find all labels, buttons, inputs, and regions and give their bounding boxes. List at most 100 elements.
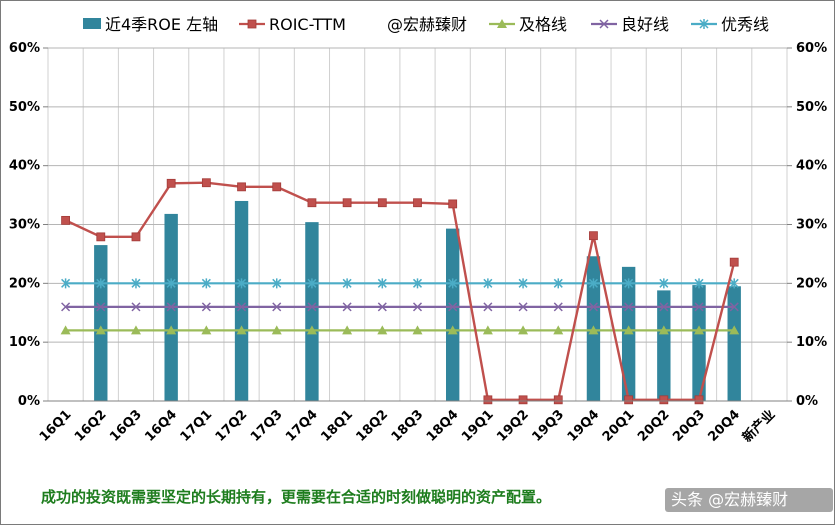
- data-point: [236, 325, 247, 335]
- x-tick-label: 19Q1: [459, 407, 497, 445]
- y-tick-label-left: 50%: [9, 100, 40, 115]
- data-point: [130, 325, 141, 335]
- data-point: [166, 178, 176, 188]
- data-point: [447, 325, 458, 335]
- legend-swatch: [83, 18, 101, 29]
- data-point: [131, 278, 141, 289]
- data-point: [588, 278, 598, 289]
- data-point: [307, 198, 317, 208]
- data-point: [272, 302, 282, 312]
- x-tick-label: 18Q3: [389, 407, 427, 445]
- y-tick-label-right: 60%: [796, 41, 827, 56]
- data-point: [482, 325, 493, 335]
- data-point: [659, 278, 669, 289]
- data-point: [377, 325, 388, 335]
- x-tick-label: 20Q3: [670, 407, 708, 445]
- data-point: [412, 302, 423, 312]
- data-point: [448, 199, 458, 209]
- data-point: [342, 198, 352, 208]
- data-point: [377, 278, 387, 289]
- data-point: [247, 19, 257, 29]
- x-tick-label: 18Q4: [424, 407, 462, 445]
- data-point: [497, 19, 507, 28]
- data-point: [483, 278, 493, 289]
- data-point: [131, 232, 141, 242]
- data-point: [448, 302, 458, 312]
- data-point: [96, 302, 106, 312]
- legend: 近4季ROE 左轴 ROIC-TTM @宏赫臻财 及格线 良好线 优秀线: [83, 15, 769, 34]
- x-tick-label: 16Q3: [107, 407, 145, 445]
- data-point: [201, 325, 212, 335]
- data-point: [729, 257, 739, 267]
- data-point: [307, 278, 317, 289]
- data-point: [658, 325, 669, 335]
- series-square: [61, 178, 739, 405]
- y-tick-label-left: 10%: [9, 335, 40, 350]
- x-tick-label: 17Q2: [213, 407, 251, 445]
- data-point: [61, 302, 71, 312]
- bar: [727, 286, 741, 401]
- bar: [94, 245, 108, 401]
- watermark: 头条 @宏赫臻财: [665, 488, 833, 512]
- x-tick-label: 19Q2: [494, 407, 532, 445]
- data-point: [588, 302, 598, 312]
- data-point: [342, 278, 352, 289]
- data-point: [306, 325, 317, 335]
- data-point: [413, 198, 422, 208]
- data-point: [307, 302, 317, 312]
- caption-text: 成功的投资既需要坚定的长期持有，更需要在合适的时刻做聪明的资产配置。: [41, 488, 551, 506]
- data-point: [729, 325, 740, 335]
- legend-label: 及格线: [519, 15, 567, 34]
- data-point: [201, 278, 211, 289]
- x-tick-label: 18Q2: [354, 407, 392, 445]
- data-point: [96, 278, 106, 289]
- data-point: [694, 302, 704, 312]
- legend-item: 良好线: [591, 15, 669, 34]
- y-tick-label-right: 10%: [796, 335, 827, 350]
- y-tick-label-left: 60%: [9, 41, 40, 56]
- data-point: [166, 325, 177, 335]
- watermark-text: 头条 @宏赫臻财: [671, 490, 788, 509]
- data-point: [694, 325, 705, 335]
- data-point: [377, 198, 387, 208]
- series-line: [65, 181, 736, 402]
- x-tick-label: 16Q2: [72, 407, 110, 445]
- data-point: [272, 182, 282, 192]
- series-x: [61, 302, 739, 312]
- bar-series: [94, 200, 741, 401]
- bar: [657, 290, 671, 401]
- y-tick-label-right: 30%: [796, 218, 827, 233]
- data-point: [623, 325, 634, 335]
- x-tick-label: 20Q2: [635, 407, 673, 445]
- bar: [692, 285, 706, 401]
- data-point: [412, 278, 423, 289]
- x-tick-label: 19Q4: [565, 407, 603, 445]
- legend-item: 优秀线: [691, 15, 769, 34]
- data-point: [412, 325, 423, 335]
- data-point: [518, 395, 528, 405]
- data-point: [272, 278, 282, 289]
- x-tick-label: 17Q4: [283, 407, 321, 445]
- line-series: [60, 178, 740, 405]
- legend-item: @宏赫臻财: [387, 15, 467, 34]
- y-tick-label-left: 0%: [18, 394, 40, 409]
- data-point: [342, 302, 352, 312]
- grid: [47, 47, 788, 402]
- data-point: [518, 302, 528, 312]
- data-point: [483, 395, 493, 405]
- data-point: [131, 302, 141, 312]
- legend-label: ROIC-TTM: [269, 15, 346, 34]
- data-point: [659, 302, 669, 312]
- data-point: [729, 302, 739, 312]
- data-point: [61, 215, 70, 225]
- data-point: [553, 302, 563, 312]
- x-tick-label: 20Q1: [600, 407, 638, 445]
- y-tick-label-left: 30%: [9, 218, 40, 233]
- legend-label: 优秀线: [721, 15, 769, 34]
- legend-item: 及格线: [489, 15, 567, 34]
- legend-label: @宏赫臻财: [387, 15, 467, 34]
- legend-label: 近4季ROE 左轴: [105, 15, 218, 34]
- data-point: [483, 302, 493, 312]
